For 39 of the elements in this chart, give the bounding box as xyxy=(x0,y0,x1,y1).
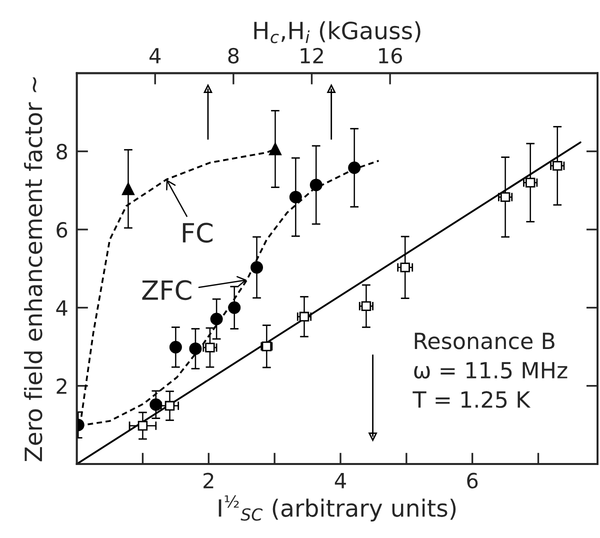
point xyxy=(500,192,510,202)
x2-tick-label: 16 xyxy=(379,48,402,64)
annotation: FC xyxy=(182,222,213,243)
point xyxy=(169,340,182,354)
point xyxy=(210,312,223,326)
point xyxy=(310,178,322,192)
point xyxy=(552,160,562,171)
point xyxy=(250,261,264,274)
point xyxy=(228,301,241,314)
point xyxy=(348,162,361,174)
y-tick-label: 8 xyxy=(56,144,68,160)
point xyxy=(122,182,134,196)
point xyxy=(150,398,162,411)
point xyxy=(189,342,202,355)
x-axis-title: I$^{½}$$_{SC}$ (arbitrary units) xyxy=(218,495,456,522)
point xyxy=(361,301,372,311)
y-tick-label: 6 xyxy=(56,222,68,238)
y-tick-label: 4 xyxy=(56,300,68,316)
point xyxy=(164,400,175,411)
annotation: ω = 11.5 MHz xyxy=(414,362,568,379)
annotation: Resonance B xyxy=(414,332,554,350)
annotation: T = 1.25 K xyxy=(412,391,531,408)
y-axis-title: Zero field enhancement factor ~ xyxy=(24,77,42,462)
point xyxy=(525,178,536,188)
point xyxy=(138,420,148,431)
annotation: ZFC xyxy=(142,280,192,300)
point xyxy=(205,342,215,352)
y-tick-label: 2 xyxy=(56,378,66,394)
point xyxy=(268,142,282,156)
x-tick-label: 4 xyxy=(334,473,346,488)
x2-tick-label: 8 xyxy=(228,48,239,64)
point xyxy=(289,190,302,204)
x-tick-label: 2 xyxy=(204,472,214,488)
x-tick-label: 6 xyxy=(467,472,478,488)
x2-tick-label: 12 xyxy=(300,48,323,64)
point xyxy=(400,262,410,272)
x2-axis-title: H$_{c}$,H$_{i}$ (kGauss) xyxy=(254,21,420,44)
point xyxy=(299,312,310,322)
x2-tick-label: 4 xyxy=(150,48,161,64)
